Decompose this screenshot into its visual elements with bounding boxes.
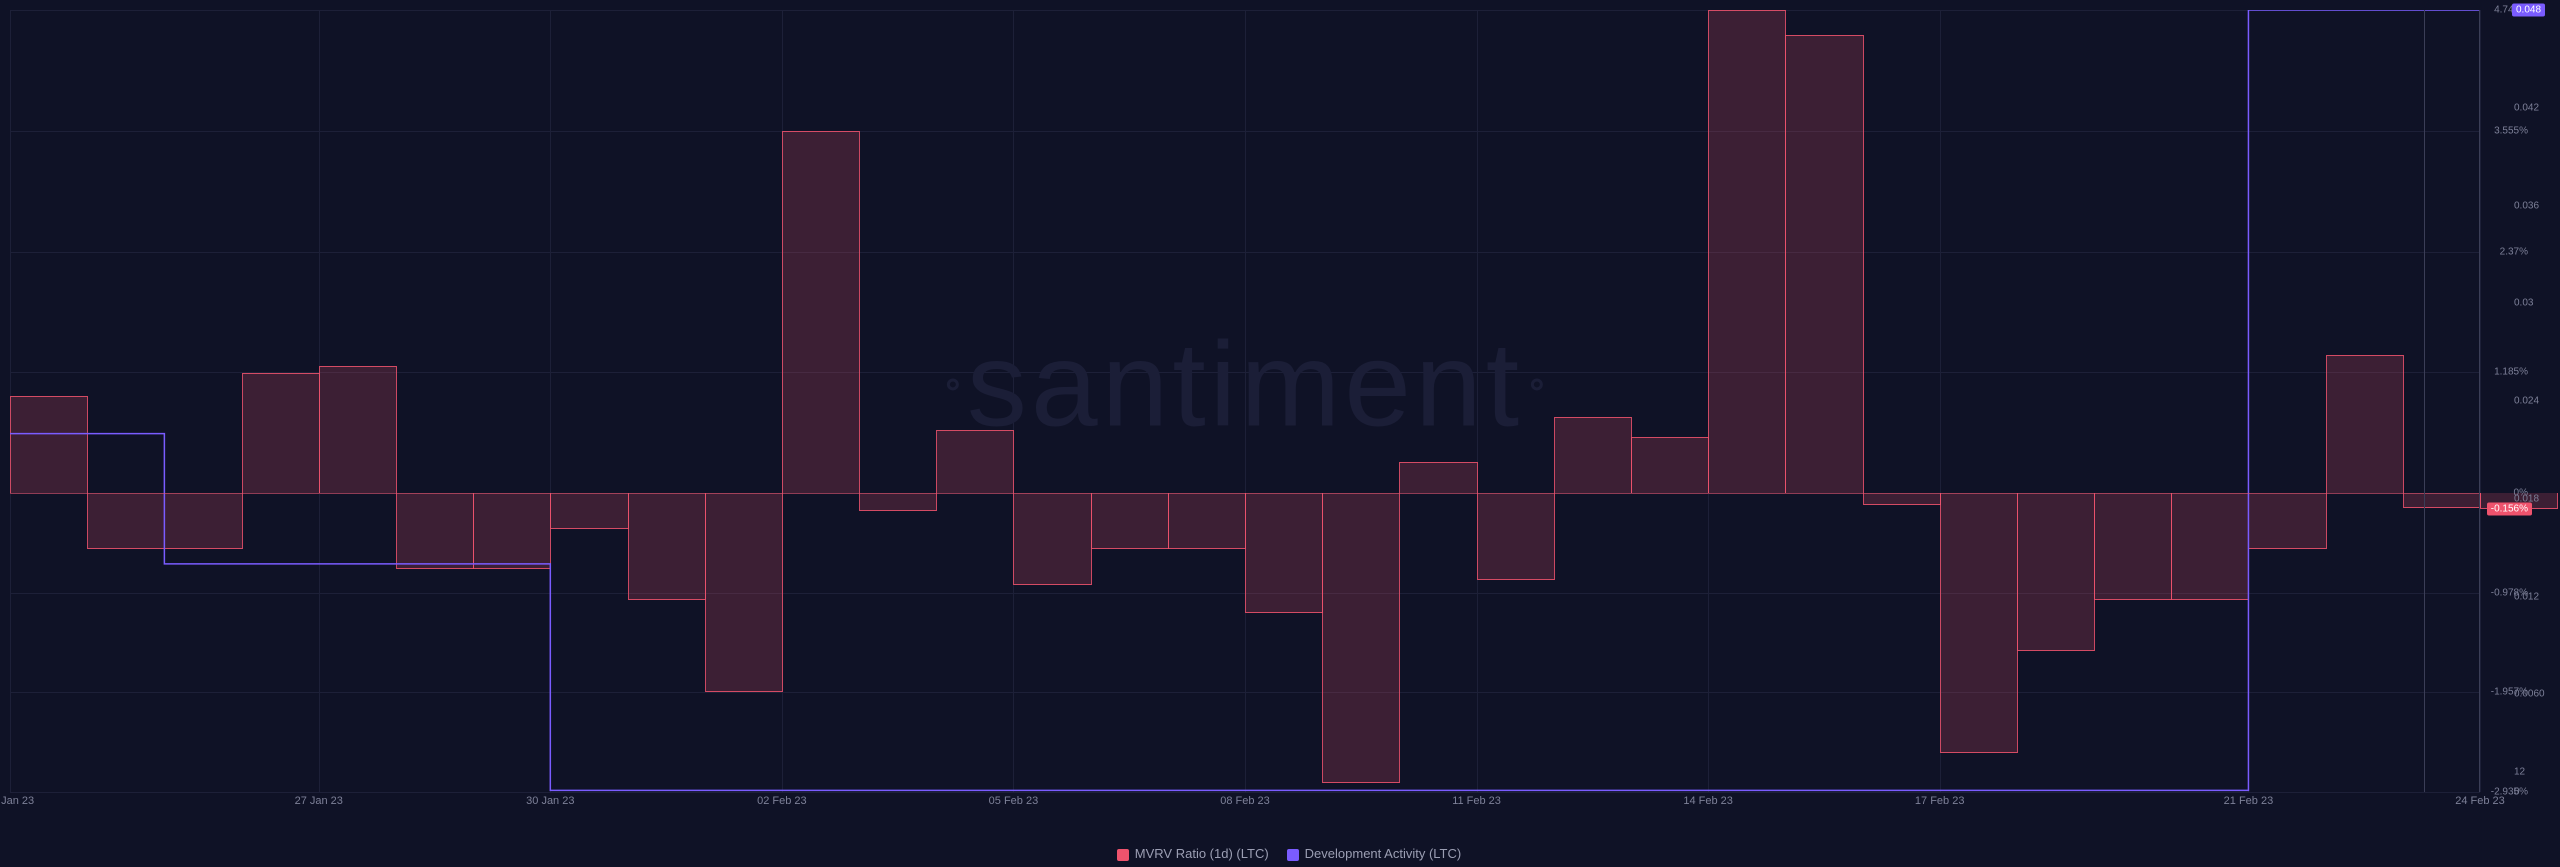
x-tick: 30 Jan 23 <box>526 795 574 807</box>
y-tick-dev: 0.03 <box>2514 298 2533 309</box>
x-tick: 23 Jan 23 <box>0 795 34 807</box>
y-tick-dev: 0.042 <box>2514 102 2539 113</box>
plot-area[interactable]: santiment <box>10 10 2480 792</box>
x-tick: 08 Feb 23 <box>1220 795 1270 807</box>
y-tick-dev: 0 <box>2514 787 2520 798</box>
x-tick: 21 Feb 23 <box>2224 795 2274 807</box>
y-tick-dev: 0.012 <box>2514 591 2539 602</box>
x-tick: 27 Jan 23 <box>295 795 343 807</box>
legend: MVRV Ratio (1d) (LTC) Development Activit… <box>0 846 2560 861</box>
x-tick: 17 Feb 23 <box>1915 795 1965 807</box>
y-tick-dev: 0.0060 <box>2514 689 2545 700</box>
y-tick-dev: 0.024 <box>2514 396 2539 407</box>
y-axis-border-mid <box>2424 10 2425 792</box>
x-tick: 14 Feb 23 <box>1683 795 1733 807</box>
mvrv-zero-line <box>10 493 2480 494</box>
x-tick: 11 Feb 23 <box>1452 795 1501 807</box>
dev-current-badge: 0.048 <box>2512 4 2545 17</box>
x-tick: 24 Feb 23 <box>2455 795 2505 807</box>
y-axis-dev: 0.0480.0420.0360.030.0240.0180.0120.0060… <box>2510 10 2560 792</box>
y-tick-dev: 0.036 <box>2514 200 2539 211</box>
chart-container: { "watermark":"santiment", "colors":{ "b… <box>0 0 2560 867</box>
legend-label[interactable]: Development Activity (LTC) <box>1305 846 1462 861</box>
dev-activity-line <box>10 10 2480 792</box>
x-axis: 23 Jan 2327 Jan 2330 Jan 2302 Feb 2305 F… <box>10 795 2480 815</box>
x-tick: 02 Feb 23 <box>757 795 807 807</box>
y-tick-dev: 12 <box>2514 767 2525 778</box>
legend-swatch <box>1117 849 1129 861</box>
y-tick-dev: 0.018 <box>2514 493 2539 504</box>
x-tick: 05 Feb 23 <box>989 795 1039 807</box>
legend-swatch <box>1287 849 1299 861</box>
legend-label[interactable]: MVRV Ratio (1d) (LTC) <box>1135 846 1269 861</box>
